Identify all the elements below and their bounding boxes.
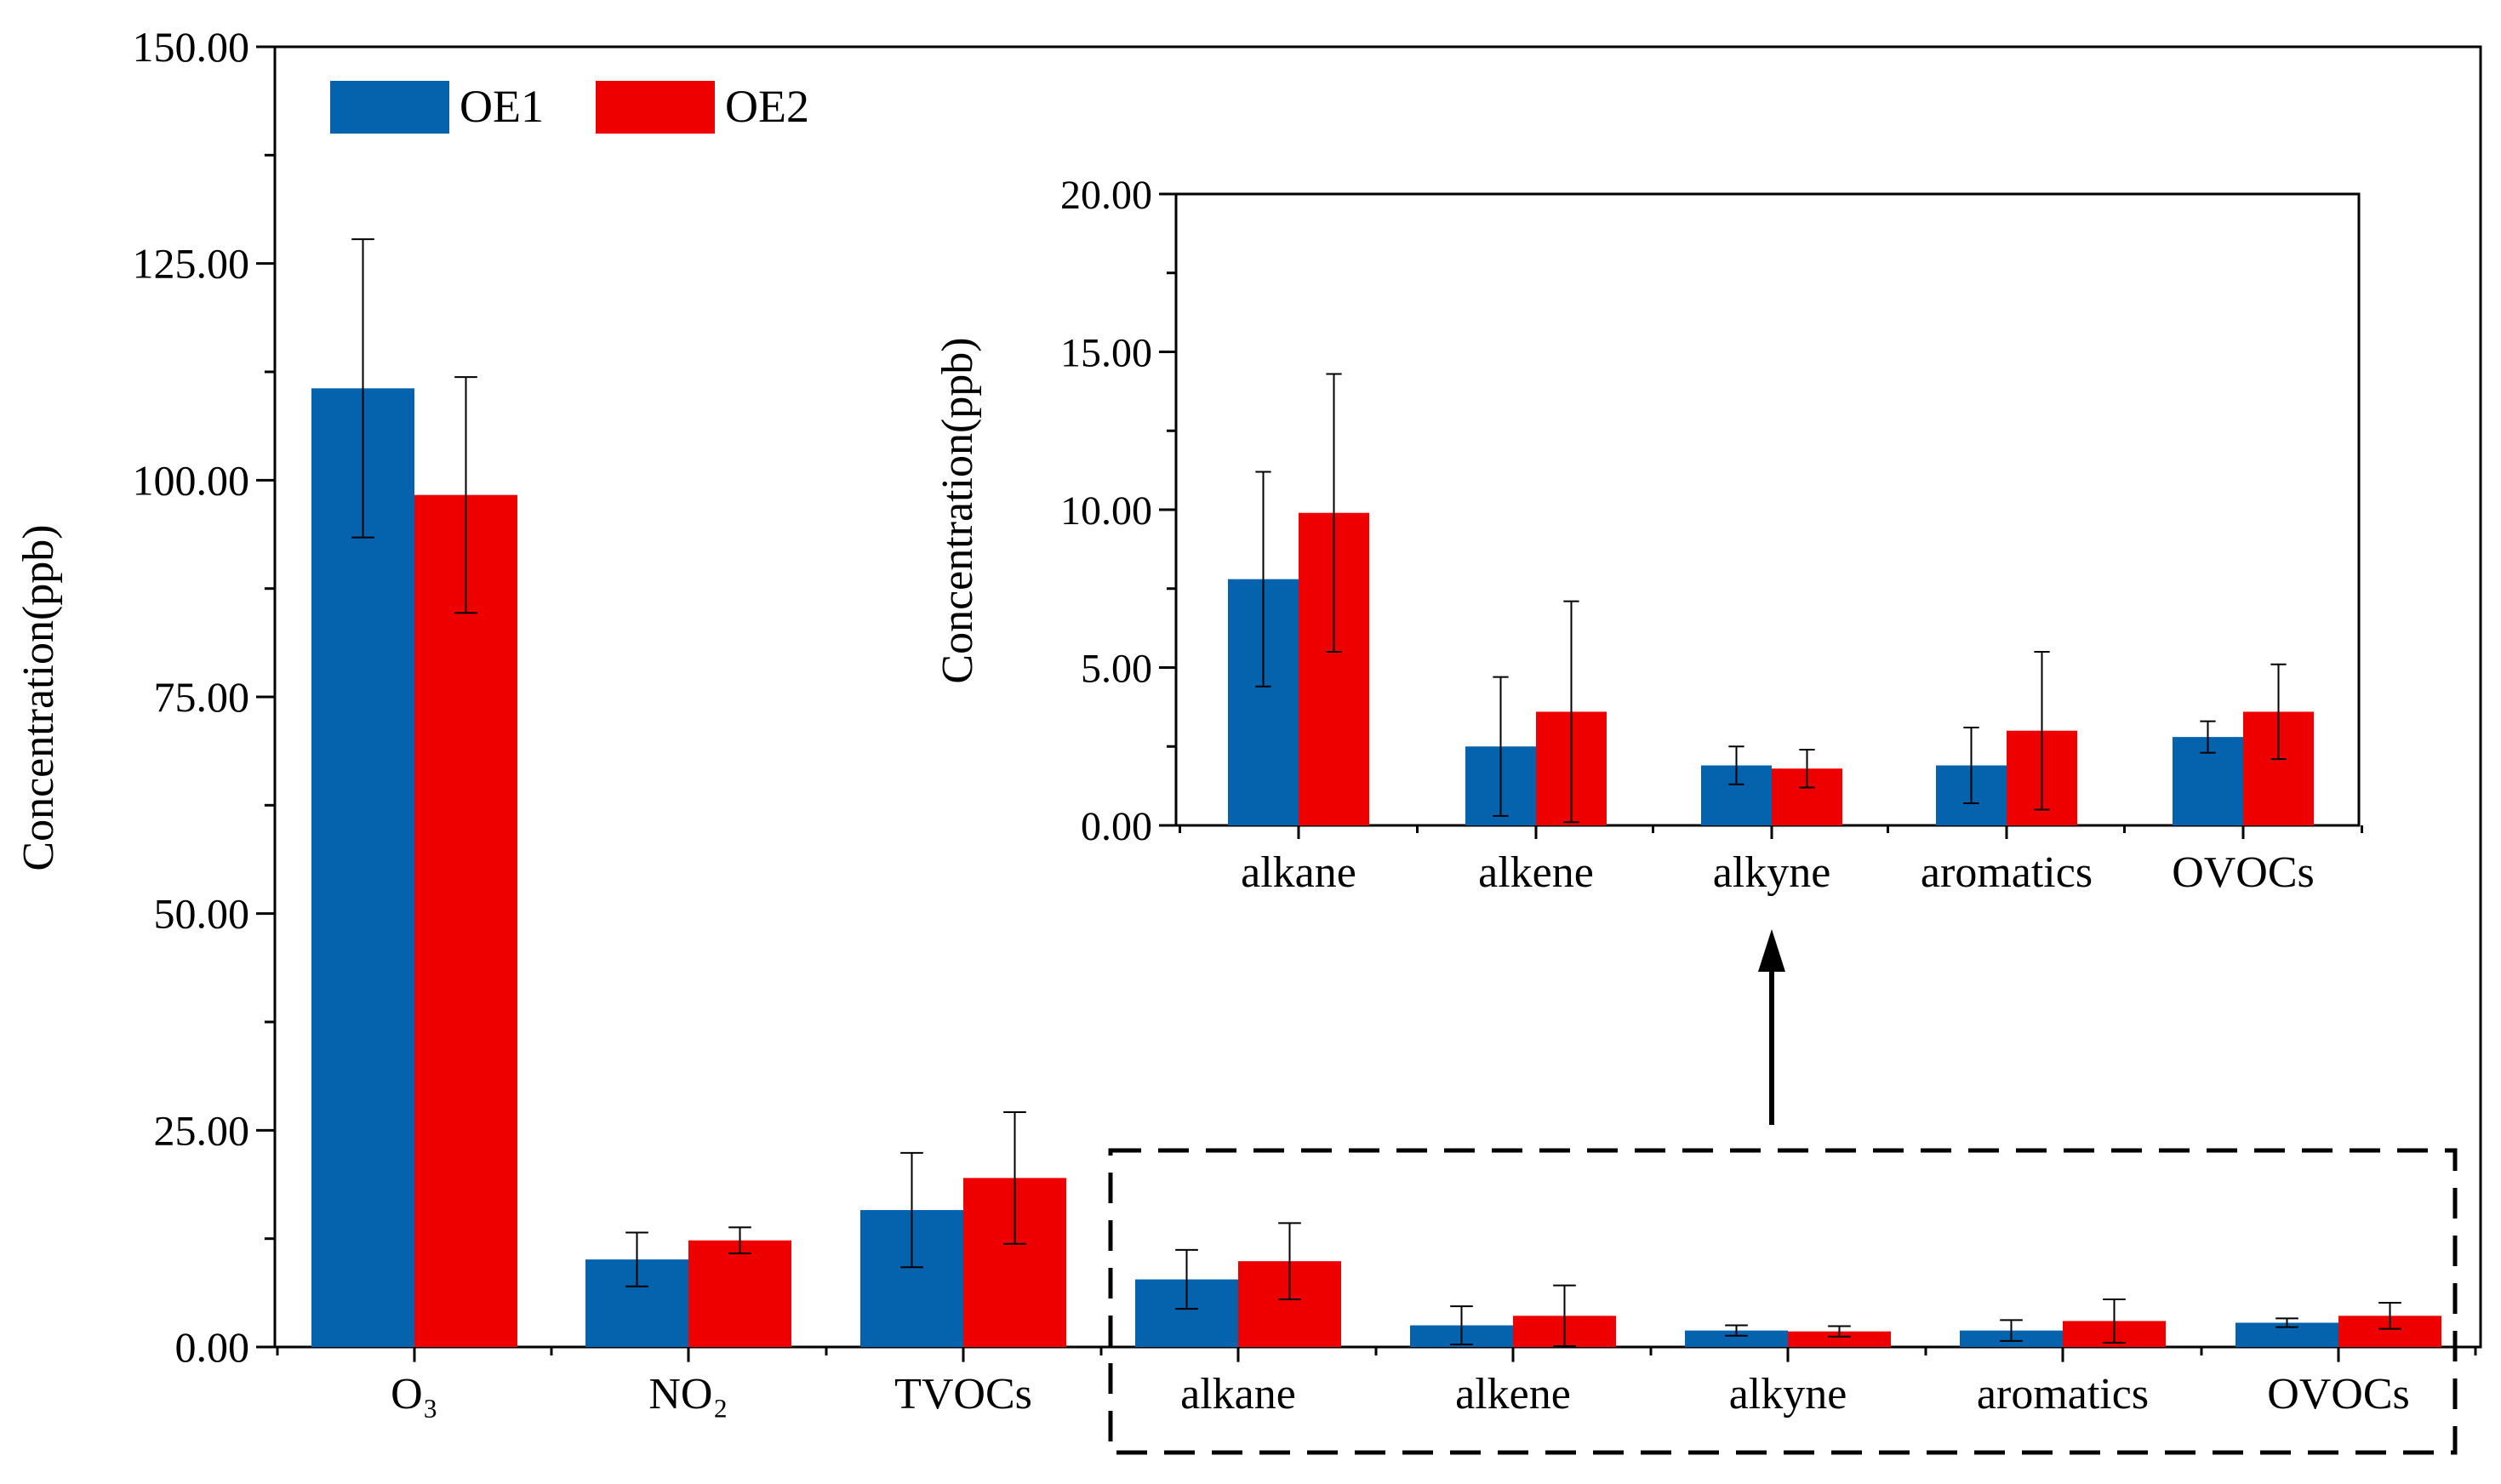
y-tick-label: 25.00	[154, 1106, 250, 1154]
y-tick-label: 20.00	[1060, 173, 1152, 218]
bar-oe2	[414, 494, 517, 1347]
annotations	[1108, 929, 2458, 1455]
y-axis-title: Concentration(ppb)	[14, 524, 63, 870]
legend-label-oe1: OE1	[460, 81, 544, 132]
bar-oe1	[1685, 1330, 1788, 1347]
legend-swatch-oe2	[596, 81, 715, 134]
y-tick-label: 0.00	[1081, 804, 1152, 849]
x-tick-label: alkene	[1478, 848, 1594, 897]
bar-oe2	[688, 1240, 791, 1347]
y-tick-label: 10.00	[1060, 488, 1152, 534]
bar-oe2	[1788, 1331, 1891, 1347]
inset-plot: 0.00 5.00 10.00 15.00 20.00 alkane alkene alkyn…	[934, 173, 2363, 897]
x-tick-label: NO₂	[648, 1370, 728, 1418]
y-axis-title: Concentration(ppb)	[934, 337, 982, 683]
y-tick-label: 150.00	[133, 23, 250, 71]
y-tick-label: 100.00	[133, 456, 250, 504]
x-tick-label: TVOCs	[894, 1370, 1032, 1418]
highlight-box	[1108, 1148, 2458, 1455]
y-tick-label: 0.00	[175, 1323, 250, 1371]
x-tick-label: alkyne	[1713, 848, 1831, 897]
x-tick-label: O₃	[391, 1370, 438, 1418]
bar-oe1	[311, 388, 414, 1347]
x-tick-label: alkane	[1180, 1370, 1296, 1418]
y-tick-label: 75.00	[154, 673, 250, 721]
y-tick-label: 15.00	[1060, 331, 1152, 376]
arrow-head	[1758, 929, 1785, 972]
main-plot: 0.00 25.00 50.00 75.00 100.00 125.00 150.00 O₃ N…	[14, 23, 2482, 1418]
x-tick-label: OVOCs	[2267, 1370, 2410, 1418]
x-tick-label: alkane	[1241, 848, 1356, 897]
x-tick-label: OVOCs	[2172, 848, 2315, 897]
legend-swatch-oe1	[330, 81, 449, 134]
x-tick-label: aromatics	[1977, 1370, 2149, 1418]
y-tick-label: 125.00	[133, 240, 250, 288]
y-tick-label: 5.00	[1081, 647, 1152, 692]
x-tick-label: aromatics	[1921, 848, 2093, 897]
y-tick-label: 50.00	[154, 890, 250, 938]
x-tick-label: alkyne	[1729, 1370, 1847, 1418]
x-tick-label: alkene	[1455, 1370, 1571, 1418]
legend-label-oe2: OE2	[725, 81, 809, 132]
